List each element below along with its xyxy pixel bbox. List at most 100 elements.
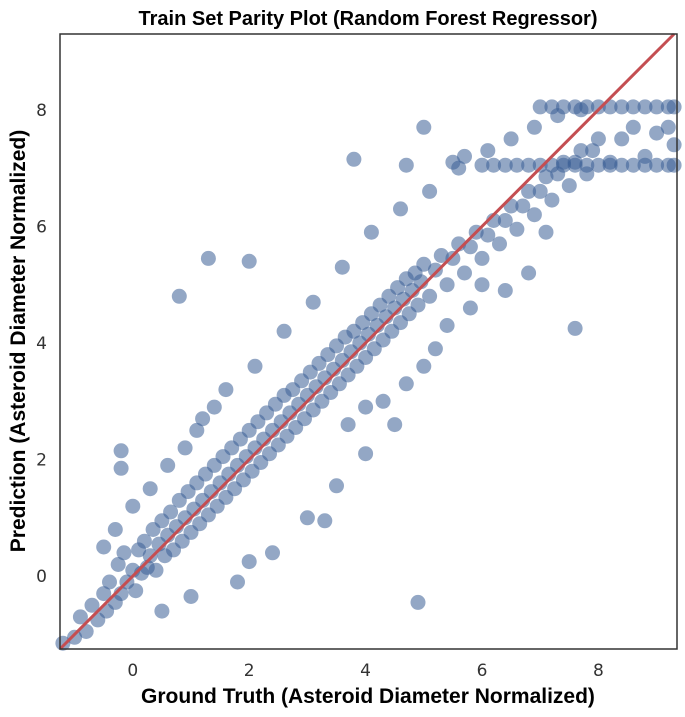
- data-point: [142, 481, 158, 497]
- data-point: [410, 594, 426, 610]
- data-point: [521, 183, 537, 199]
- data-point: [579, 157, 595, 173]
- data-point: [474, 157, 490, 173]
- data-point: [142, 548, 158, 564]
- data-point: [439, 318, 455, 333]
- data-point: [573, 143, 589, 159]
- y-axis-label: Prediction (Asteroid Diameter Normalized…: [7, 130, 30, 552]
- data-point: [241, 253, 257, 269]
- data-point: [532, 157, 548, 173]
- data-point: [136, 533, 152, 549]
- x-tick-label: 8: [593, 661, 604, 681]
- data-point: [503, 131, 519, 147]
- data-point: [480, 227, 496, 243]
- data-point: [116, 545, 132, 561]
- x-tick-label: 4: [360, 661, 371, 681]
- data-point: [649, 157, 665, 173]
- data-point: [497, 213, 513, 228]
- x-axis-label: Ground Truth (Asteroid Diameter Normaliz…: [141, 685, 595, 708]
- data-point: [218, 382, 234, 398]
- data-point: [393, 201, 408, 217]
- data-point: [457, 265, 472, 281]
- data-point: [183, 589, 199, 604]
- data-point: [247, 358, 263, 374]
- data-point: [329, 478, 344, 494]
- data-point: [550, 108, 566, 124]
- data-point: [154, 603, 170, 619]
- data-point: [567, 157, 583, 173]
- data-point: [509, 221, 525, 237]
- data-point: [398, 157, 414, 173]
- data-point: [515, 198, 531, 214]
- data-point: [200, 250, 216, 266]
- data-point: [398, 376, 414, 392]
- data-point: [625, 99, 641, 115]
- data-point: [96, 539, 112, 555]
- data-point: [474, 277, 490, 293]
- data-point: [427, 341, 443, 357]
- data-point: [265, 545, 280, 561]
- data-point: [556, 157, 571, 173]
- data-point: [474, 250, 490, 266]
- data-point: [317, 513, 333, 529]
- data-point: [544, 192, 560, 208]
- plot-frame: [59, 33, 678, 650]
- data-point: [625, 157, 641, 173]
- data-point: [128, 583, 144, 599]
- data-point: [340, 417, 356, 433]
- data-point: [346, 151, 362, 167]
- data-point: [110, 557, 126, 572]
- y-tick-label: 0: [36, 567, 47, 587]
- data-point: [462, 300, 478, 316]
- data-point: [206, 399, 222, 415]
- data-point: [241, 554, 257, 570]
- data-point: [305, 294, 321, 310]
- data-point: [573, 102, 589, 118]
- data-point: [614, 99, 630, 115]
- data-point: [422, 288, 438, 304]
- data-point: [113, 460, 129, 476]
- data-point: [585, 143, 601, 159]
- data-point: [55, 635, 71, 651]
- data-point: [410, 297, 426, 313]
- data-point: [102, 574, 117, 590]
- data-point: [299, 510, 315, 526]
- data-point: [538, 224, 554, 240]
- data-point: [276, 323, 292, 339]
- data-point: [666, 99, 682, 115]
- data-point: [445, 250, 461, 266]
- data-point: [67, 629, 83, 645]
- data-point: [567, 320, 583, 336]
- data-point: [532, 183, 548, 199]
- y-tick-label: 4: [36, 334, 47, 354]
- x-tick-label: 6: [477, 661, 488, 681]
- data-point: [163, 504, 179, 520]
- data-point: [625, 119, 641, 135]
- data-point: [427, 262, 443, 278]
- data-point: [358, 446, 374, 462]
- data-point: [439, 277, 455, 293]
- data-point: [486, 157, 502, 173]
- data-point: [72, 609, 88, 625]
- data-point: [590, 157, 606, 173]
- data-point: [230, 574, 245, 590]
- data-point: [416, 119, 432, 135]
- data-point: [84, 597, 100, 613]
- data-point: [480, 143, 496, 159]
- y-tick-label: 8: [36, 101, 47, 121]
- data-point: [509, 157, 525, 173]
- data-point: [538, 169, 554, 185]
- data-point: [375, 393, 391, 409]
- data-point: [160, 457, 176, 473]
- data-point: [96, 586, 112, 602]
- data-point: [637, 99, 653, 115]
- data-point: [526, 119, 542, 135]
- data-point: [637, 157, 653, 173]
- data-point: [433, 248, 449, 263]
- data-point: [614, 131, 630, 147]
- data-point: [177, 440, 193, 456]
- data-point: [497, 157, 513, 173]
- data-point: [521, 265, 537, 281]
- data-point: [521, 157, 537, 173]
